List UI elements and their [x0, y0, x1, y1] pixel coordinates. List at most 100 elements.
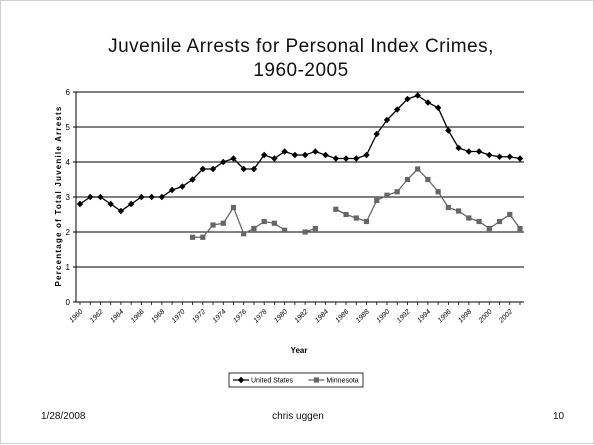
data-point-minnesota	[343, 211, 349, 218]
data-point-minnesota	[394, 189, 400, 195]
x-tick-label: 1986	[334, 308, 350, 324]
series-line-united-states	[79, 94, 521, 212]
data-point-united-states	[486, 151, 493, 159]
data-point-united-states	[168, 186, 176, 194]
x-tick-label: 1990	[375, 308, 391, 324]
x-tick-label: 1994	[416, 308, 432, 324]
data-point-united-states	[373, 130, 380, 138]
y-tick-labels: 0 1 2 3 4 5 6	[66, 88, 71, 307]
data-point-united-states	[138, 193, 145, 201]
x-tick-label: 1998	[457, 308, 473, 324]
x-axis-label: Year	[291, 346, 308, 355]
data-point-united-states	[240, 165, 247, 173]
chart-title: Juvenile Arrests for Personal Index Crim…	[41, 35, 561, 83]
data-point-united-states	[209, 165, 217, 173]
data-point-united-states	[342, 155, 350, 162]
legend-label-united-states: United States	[251, 378, 294, 385]
data-point-minnesota	[384, 192, 390, 198]
data-point-minnesota	[200, 234, 206, 240]
x-tick-label: 1984	[314, 308, 330, 324]
data-point-united-states	[199, 165, 206, 173]
data-point-united-states	[424, 99, 432, 106]
data-point-united-states	[353, 155, 360, 162]
y-tick-label: 0	[66, 298, 71, 307]
y-axis-label: Percentage of Total Juvenile Arrests	[54, 105, 63, 286]
data-point-united-states	[506, 153, 513, 160]
legend-box	[228, 372, 364, 388]
data-point-minnesota	[230, 204, 237, 211]
data-point-minnesota	[241, 231, 247, 237]
series-line-minnesota	[192, 168, 521, 238]
data-point-united-states	[107, 200, 114, 208]
data-point-united-states	[414, 92, 421, 99]
data-point-united-states	[230, 155, 237, 162]
chart-title-line-1: Juvenile Arrests for Personal Index Crim…	[108, 36, 494, 57]
series-minnesota	[189, 166, 523, 240]
data-point-united-states	[220, 158, 227, 166]
data-point-minnesota	[353, 215, 359, 221]
x-tick-label: 1964	[109, 308, 125, 324]
data-point-minnesota	[456, 208, 462, 214]
x-tick-label: 1960	[68, 308, 84, 324]
data-point-minnesota	[476, 218, 482, 225]
data-point-united-states	[496, 153, 503, 160]
x-tick-label: 2002	[498, 308, 515, 325]
data-point-minnesota	[312, 225, 318, 232]
data-point-minnesota	[445, 204, 451, 211]
data-point-minnesota	[435, 189, 441, 195]
x-tick-label: 1970	[171, 308, 187, 324]
x-tick-label: 1968	[150, 308, 166, 324]
x-tick-label: 1996	[437, 308, 453, 324]
x-tick-labels: 1960 1962 1964 1966 1968 1970 1972 1974 1976 1978…	[68, 308, 514, 325]
x-tick-label: 1962	[89, 308, 105, 324]
x-tick-label: 1974	[212, 308, 228, 324]
data-point-minnesota	[496, 218, 503, 225]
x-tick-label: 1978	[253, 308, 269, 324]
data-point-minnesota	[282, 227, 288, 233]
data-point-united-states	[271, 155, 278, 162]
data-point-minnesota	[261, 218, 267, 225]
chart-title-line-2: 1960-2005	[253, 60, 349, 81]
data-point-minnesota	[425, 176, 431, 183]
legend-marker-minnesota	[313, 377, 319, 383]
data-point-united-states	[455, 144, 462, 152]
page-number: 10	[553, 411, 565, 422]
data-point-united-states	[260, 151, 268, 159]
data-point-united-states	[117, 207, 125, 215]
data-point-united-states	[404, 95, 411, 103]
x-tick-label: 1988	[355, 308, 371, 324]
data-point-united-states	[383, 116, 391, 124]
footer-date: 1/28/2008	[41, 411, 86, 422]
legend-label-minnesota: Minnesota	[326, 378, 358, 385]
data-point-minnesota	[210, 222, 216, 228]
x-tick-label: 1992	[396, 308, 412, 324]
data-point-minnesota	[302, 229, 308, 235]
data-point-united-states	[312, 148, 319, 155]
y-tick-label: 2	[66, 228, 71, 237]
data-point-united-states	[179, 183, 186, 190]
footer-author: chris uggen	[272, 411, 324, 422]
data-point-minnesota	[404, 176, 411, 183]
data-point-united-states	[76, 200, 84, 208]
y-tick-label: 4	[66, 158, 71, 167]
gridlines	[76, 91, 524, 268]
data-point-minnesota	[220, 220, 226, 226]
y-tick-label: 6	[66, 88, 71, 97]
data-point-minnesota	[189, 234, 196, 240]
data-point-united-states	[434, 104, 442, 111]
data-point-minnesota	[374, 197, 380, 204]
x-tick-label: 1972	[191, 308, 207, 324]
data-point-minnesota	[333, 206, 339, 212]
data-point-united-states	[189, 176, 196, 183]
legend: United States Minnesota	[228, 372, 364, 388]
y-tick-label: 1	[66, 263, 71, 272]
data-point-united-states	[475, 148, 483, 155]
data-series	[76, 92, 524, 240]
data-point-united-states	[97, 193, 104, 201]
x-tick-label: 1982	[294, 308, 310, 324]
data-point-united-states	[363, 151, 370, 159]
data-point-united-states	[87, 193, 94, 201]
data-point-united-states	[291, 151, 299, 159]
data-point-united-states	[332, 155, 340, 162]
